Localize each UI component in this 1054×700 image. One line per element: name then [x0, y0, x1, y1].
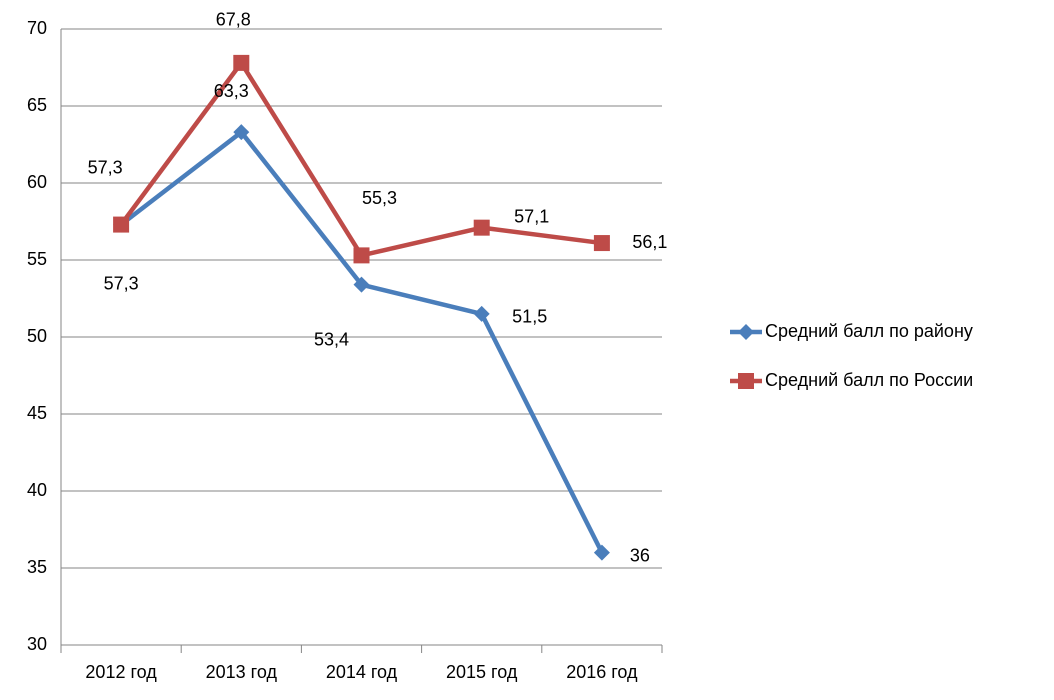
series-line	[119, 60, 603, 258]
x-tick-label: 2013 год	[206, 662, 278, 682]
y-tick-label: 50	[27, 326, 47, 346]
marker	[233, 124, 250, 141]
y-tick-label: 30	[27, 634, 47, 654]
marker	[473, 219, 490, 236]
y-tick-label: 65	[27, 95, 47, 115]
legend-marker	[738, 373, 754, 389]
legend-label: Средний балл по району	[765, 321, 973, 341]
x-tick-label: 2012 год	[85, 662, 157, 682]
marker	[593, 235, 610, 252]
y-tick-label: 70	[27, 18, 47, 38]
data-label: 51,5	[512, 307, 547, 327]
data-label: 55,3	[362, 188, 397, 208]
marker	[353, 247, 370, 264]
y-tick-label: 45	[27, 403, 47, 423]
data-label: 67,8	[216, 10, 251, 30]
marker	[113, 216, 130, 233]
data-label: 36	[630, 545, 650, 565]
marker	[233, 54, 250, 71]
data-label: 57,1	[514, 206, 549, 226]
data-label: 57,3	[88, 157, 123, 177]
marker	[473, 305, 490, 322]
y-tick-label: 55	[27, 249, 47, 269]
y-tick-label: 40	[27, 480, 47, 500]
y-tick-label: 35	[27, 557, 47, 577]
x-tick-label: 2014 год	[326, 662, 398, 682]
marker	[593, 544, 610, 561]
marker	[353, 276, 370, 293]
legend-label: Средний балл по России	[765, 370, 973, 390]
legend-marker	[738, 324, 754, 340]
data-label: 57,3	[104, 273, 139, 293]
y-tick-label: 60	[27, 172, 47, 192]
data-label: 56,1	[632, 232, 667, 252]
data-label: 63,3	[214, 81, 249, 101]
x-tick-label: 2015 год	[446, 662, 518, 682]
data-label: 53,4	[314, 329, 349, 349]
x-tick-label: 2016 год	[566, 662, 638, 682]
